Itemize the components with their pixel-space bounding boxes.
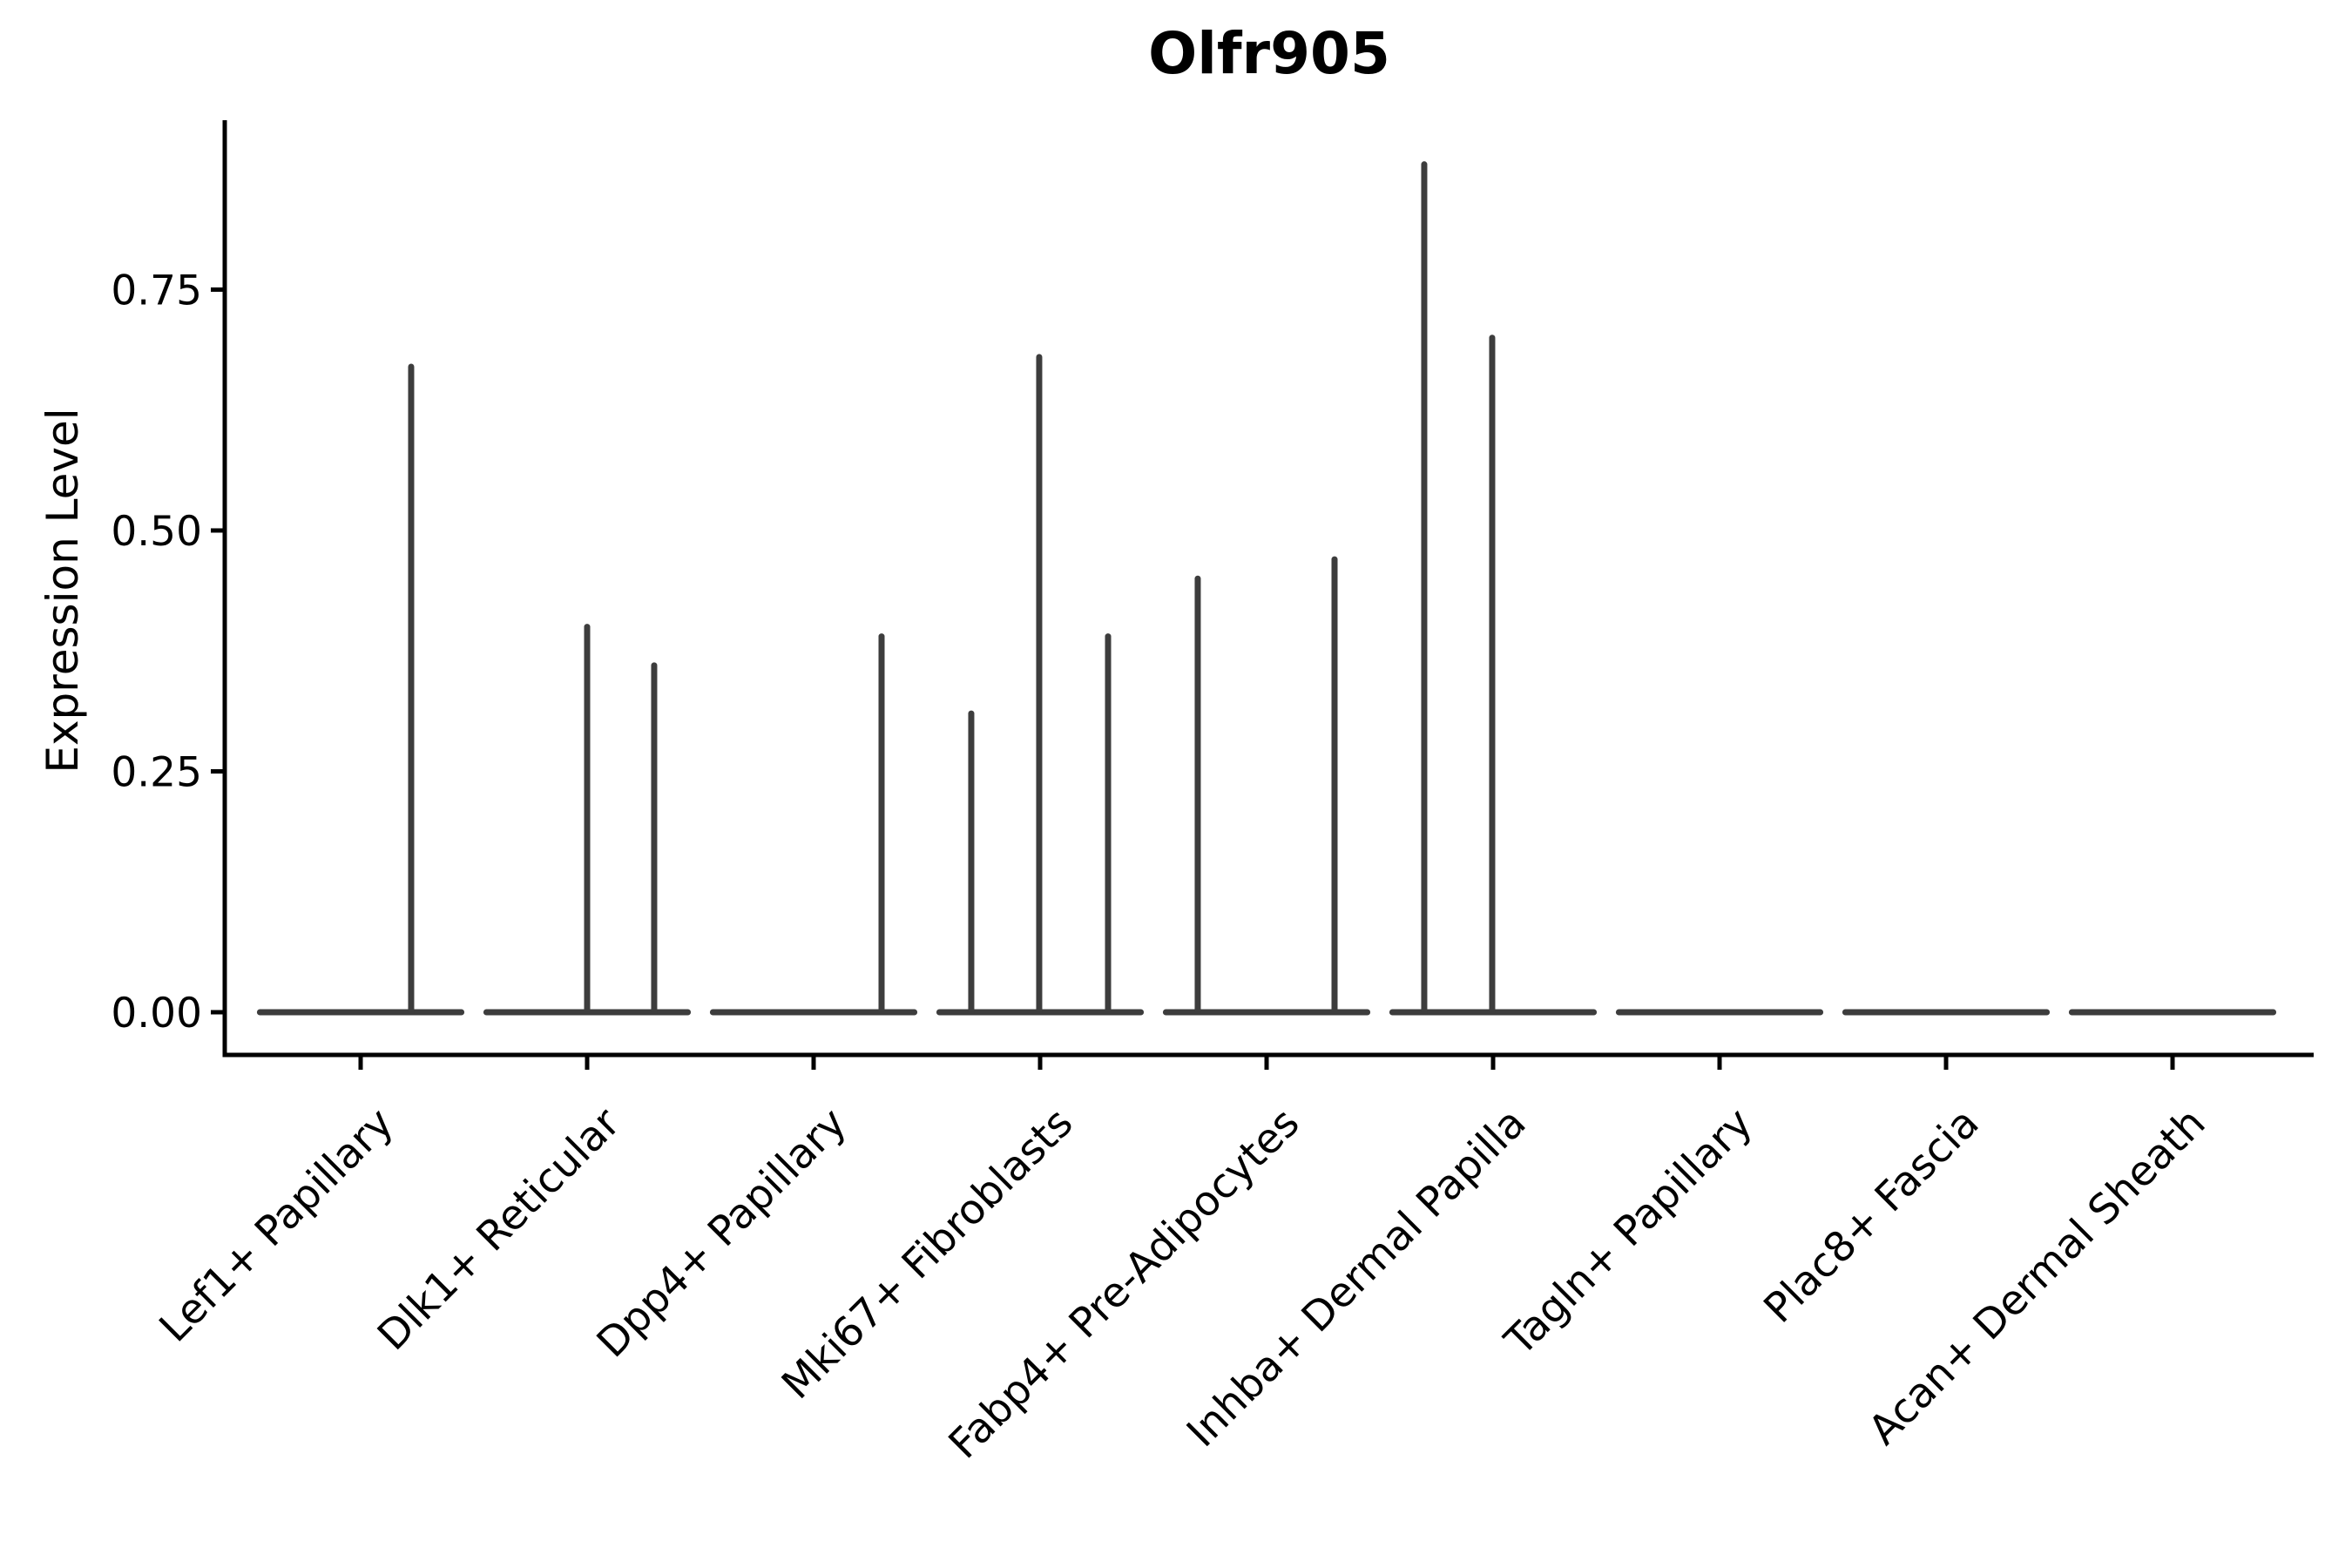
y-tick-label: 0.00 xyxy=(111,990,202,1037)
x-tick-label: Tagln+ Papillary xyxy=(1496,1099,1762,1366)
violin-base xyxy=(256,1009,465,1016)
y-tick-label: 0.75 xyxy=(111,267,202,314)
y-tick-label: 0.50 xyxy=(111,508,202,556)
x-tick-label: Dpp4+ Papillary xyxy=(588,1099,856,1368)
violin-base xyxy=(1162,1009,1371,1016)
violin-base xyxy=(709,1009,918,1016)
violin-base xyxy=(2068,1009,2277,1016)
y-tick-label: 0.25 xyxy=(111,748,202,796)
chart-title: Olfr905 xyxy=(1148,20,1390,87)
x-tick-label: Dlk1+ Reticular xyxy=(368,1098,630,1360)
violin-base xyxy=(1615,1009,1824,1016)
x-tick-label: Lef1+ Papillary xyxy=(151,1099,403,1352)
x-tick-label: Plac8+ Fascia xyxy=(1755,1099,1989,1333)
violin-base xyxy=(1842,1009,2051,1016)
